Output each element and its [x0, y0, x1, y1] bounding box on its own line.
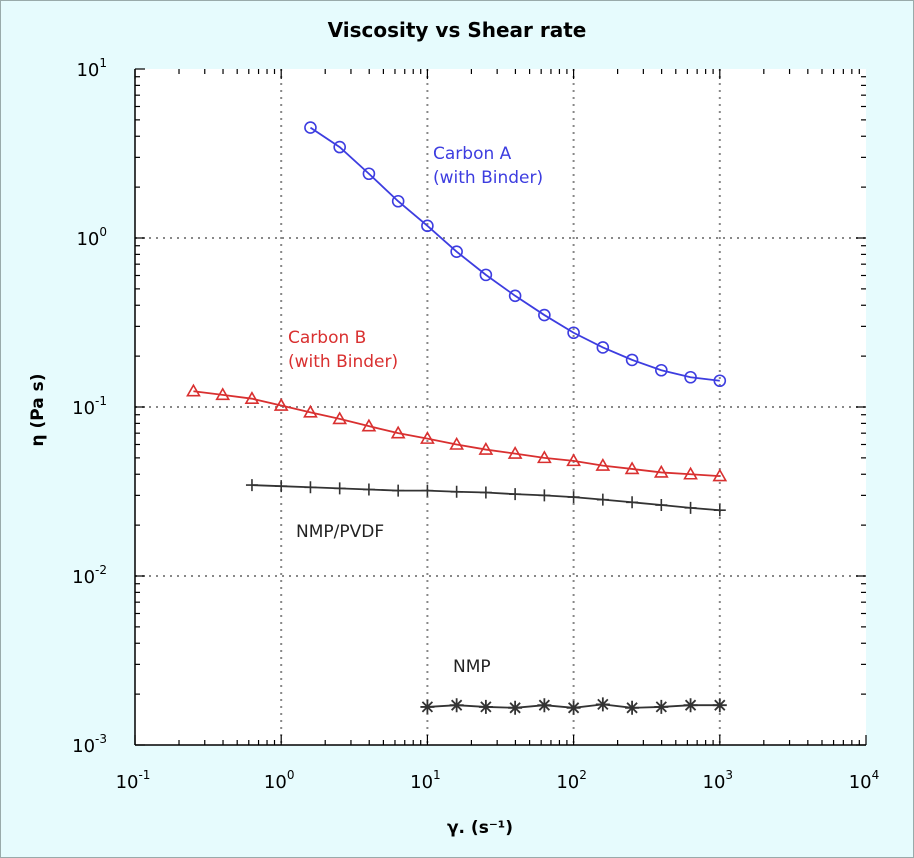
data-point-plus [392, 484, 405, 497]
series-layer [186, 121, 728, 715]
x-tick-label: 100 [264, 768, 295, 793]
series-line [193, 390, 720, 478]
series-1 [186, 383, 728, 482]
series-line [309, 126, 720, 382]
data-point-circle [684, 370, 697, 384]
data-point-triangle [303, 404, 318, 418]
data-point-asterisk [712, 698, 727, 713]
axes-layer [134, 68, 867, 746]
x-tick-label: 103 [703, 768, 734, 793]
data-point-plus [245, 479, 258, 492]
data-point-triangle [712, 468, 728, 482]
grid-layer [135, 69, 866, 745]
data-point-circle [655, 363, 668, 377]
data-point-plus [538, 489, 551, 502]
data-point-triangle [683, 466, 698, 480]
data-point-circle [567, 326, 580, 340]
data-point-triangle [273, 397, 289, 411]
y-tick-label: 10-3 [72, 732, 107, 757]
data-point-circle [479, 268, 493, 282]
data-point-plus [509, 488, 522, 501]
series-label: (with Binder) [433, 168, 543, 188]
data-point-triangle [507, 445, 523, 459]
data-point-circle [421, 219, 434, 233]
data-point-triangle [653, 464, 669, 478]
series-2 [245, 479, 726, 517]
data-point-plus [450, 485, 463, 498]
data-point-circle [333, 140, 346, 154]
data-point-triangle [566, 453, 581, 467]
data-point-circle [625, 353, 639, 367]
data-point-circle [713, 374, 727, 388]
data-point-triangle [449, 436, 465, 450]
series-label: NMP [453, 657, 491, 677]
data-point-circle [508, 289, 522, 303]
y-tick-label: 100 [76, 225, 107, 250]
series-label: Carbon A [433, 144, 512, 164]
x-tick-label: 104 [849, 768, 880, 793]
data-point-plus [362, 483, 375, 496]
series-0 [304, 121, 727, 388]
data-point-triangle [595, 457, 611, 471]
data-point-circle [391, 194, 405, 208]
y-tick-label: 10-1 [72, 394, 107, 419]
data-point-triangle [478, 441, 494, 455]
x-tick-label: 10-1 [116, 768, 151, 793]
data-point-triangle [244, 391, 260, 404]
labels-layer: 10-1 100 101 102 103 104 10-3 10-2 10-1 100 101 Car… [72, 56, 879, 793]
data-point-triangle [186, 383, 201, 397]
y-tick-label: 10-2 [72, 563, 107, 588]
series-label: NMP/PVDF [296, 522, 384, 542]
data-point-asterisk [537, 698, 552, 713]
data-point-triangle [420, 431, 435, 444]
x-axis-label: γ. (s⁻¹) [446, 818, 514, 838]
data-point-asterisk [449, 698, 464, 713]
chart-title: Viscosity vs Shear rate [327, 18, 587, 42]
series-3 [420, 697, 727, 715]
data-point-plus [333, 482, 346, 495]
data-point-plus [567, 491, 580, 504]
x-tick-label: 102 [556, 768, 587, 793]
data-point-triangle [332, 411, 348, 425]
data-point-asterisk [683, 698, 698, 713]
data-point-triangle [536, 450, 552, 464]
data-point-triangle [215, 387, 231, 401]
data-point-asterisk [566, 700, 581, 715]
data-point-plus [684, 501, 697, 514]
y-tick-label: 101 [76, 56, 107, 81]
data-point-asterisk [508, 700, 523, 715]
data-point-plus [479, 486, 492, 499]
data-point-asterisk [595, 697, 610, 712]
data-point-asterisk [625, 700, 640, 715]
data-point-plus [304, 481, 317, 494]
data-point-circle [450, 245, 463, 258]
data-point-triangle [361, 418, 377, 432]
series-label: (with Binder) [288, 352, 398, 372]
data-point-circle [304, 121, 317, 134]
data-point-triangle [624, 461, 640, 475]
data-point-plus [275, 480, 288, 493]
data-point-circle [362, 167, 376, 181]
data-point-plus [655, 499, 668, 512]
data-point-circle [538, 308, 551, 322]
data-point-asterisk [478, 699, 493, 714]
data-point-circle [596, 341, 610, 354]
data-point-triangle [390, 425, 406, 439]
data-point-asterisk [654, 699, 669, 714]
data-point-plus [713, 504, 726, 517]
data-point-plus [596, 493, 609, 506]
x-tick-label: 101 [410, 768, 441, 793]
data-point-plus [626, 496, 639, 509]
data-point-asterisk [420, 699, 435, 714]
data-point-plus [421, 484, 434, 497]
series-label: Carbon B [288, 328, 366, 348]
